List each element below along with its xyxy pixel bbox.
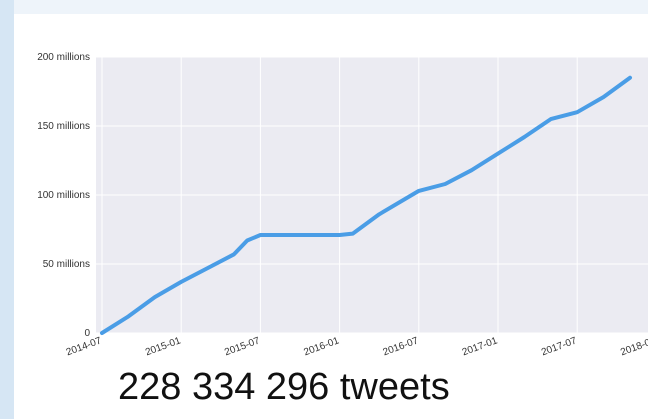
x-tick-label: 2016-01 xyxy=(302,335,341,358)
slide-background-stripe xyxy=(0,0,14,419)
series-line xyxy=(100,75,632,335)
y-tick-label: 200 millions xyxy=(37,52,90,63)
y-tick-label: 50 millions xyxy=(43,259,90,270)
grid-lines xyxy=(96,56,648,334)
y-tick-label: 150 millions xyxy=(37,121,90,132)
y-axis-tick-labels: 0 50 millions 100 millions 150 millions 200 … xyxy=(37,52,90,339)
y-tick-label: 0 xyxy=(84,328,90,339)
x-tick-label: 2016-07 xyxy=(382,335,421,358)
x-axis-tick-labels: 2014-07 2015-01 2015-07 2016-01 2016-07 2017-… xyxy=(65,335,648,358)
tweet-total-caption: 228 334 296 tweets xyxy=(118,366,450,408)
x-tick-label: 2018-01 xyxy=(619,335,648,358)
tweet-count-chart: 0 50 millions 100 millions 150 millions 200 … xyxy=(37,52,648,358)
y-tick-label: 100 millions xyxy=(37,190,90,201)
x-tick-label: 2017-07 xyxy=(540,335,579,358)
x-tick-label: 2015-01 xyxy=(144,335,183,358)
x-tick-label: 2017-01 xyxy=(461,335,500,358)
x-tick-label: 2015-07 xyxy=(223,335,262,358)
